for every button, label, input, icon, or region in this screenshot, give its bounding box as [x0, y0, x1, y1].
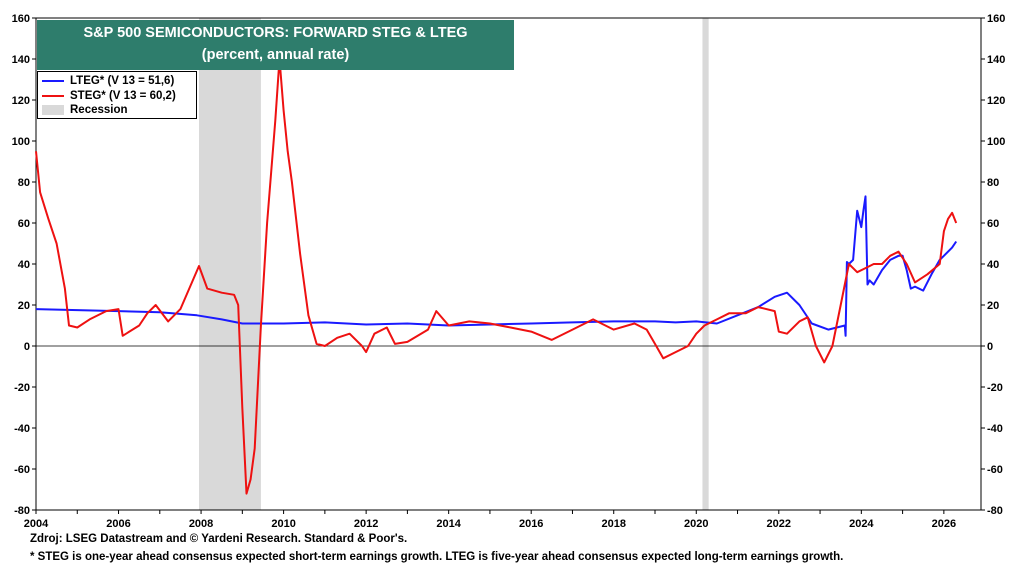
- recession-bands: [199, 18, 709, 510]
- x-tick-label: 2018: [601, 518, 625, 530]
- legend-swatch-steg: [42, 95, 64, 97]
- y-tick-label-right: 0: [987, 341, 993, 353]
- legend-label-recession: Recession: [70, 104, 128, 116]
- legend-item-steg: STEG* (V 13 = 60,2): [42, 89, 176, 103]
- footnote: * STEG is one-year ahead consensus expec…: [30, 551, 844, 563]
- legend-item-lteg: LTEG* (V 13 = 51,6): [42, 74, 174, 88]
- y-tick-label-left: 140: [12, 54, 30, 66]
- x-tick-label: 2024: [849, 518, 874, 530]
- x-tick-label: 2010: [271, 518, 295, 530]
- y-tick-label-left: 60: [18, 218, 30, 230]
- x-axis: 2004 2006 2008 2010 2012 2014 2016 2018 2020 2022…: [24, 510, 956, 530]
- x-tick-label: 2026: [932, 518, 956, 530]
- recession-band-0: [199, 18, 261, 510]
- y-tick-label-right: 160: [987, 13, 1005, 25]
- x-tick-label: 2020: [684, 518, 708, 530]
- y-tick-label-right: -60: [987, 464, 1003, 476]
- y-tick-label-left: 160: [12, 13, 30, 25]
- y-tick-label-right: 80: [987, 177, 999, 189]
- legend-swatch-recession: [42, 105, 64, 115]
- y-tick-label-right: -40: [987, 423, 1003, 435]
- x-tick-label: 2012: [354, 518, 378, 530]
- legend-item-recession: Recession: [42, 103, 128, 117]
- y-tick-label-right: -20: [987, 382, 1003, 394]
- y-axis-left: 160 140 120 100 80 60 40 20 0 -20 -40 -60 -80: [12, 13, 36, 517]
- y-tick-label-left: 120: [12, 95, 30, 107]
- y-tick-label-left: -40: [14, 423, 30, 435]
- x-tick-label: 2004: [24, 518, 49, 530]
- y-tick-label-left: -60: [14, 464, 30, 476]
- x-tick-label: 2014: [436, 518, 461, 530]
- legend-swatch-lteg: [42, 80, 64, 82]
- y-tick-label-left: 40: [18, 259, 30, 271]
- series-line-steg: [35, 58, 958, 495]
- chart-subtitle: (percent, annual rate): [201, 47, 350, 63]
- x-tick-label: 2008: [189, 518, 213, 530]
- series-line-lteg: [35, 195, 958, 337]
- x-tick-label: 2016: [519, 518, 543, 530]
- series-layer: [35, 58, 958, 495]
- chart-title: S&P 500 SEMICONDUCTORS: FORWARD STEG & L…: [83, 25, 468, 41]
- y-tick-label-right: 20: [987, 300, 999, 312]
- x-tick-label: 2022: [767, 518, 791, 530]
- x-tick-label: 2006: [106, 518, 130, 530]
- y-tick-label-right: 120: [987, 95, 1005, 107]
- legend-label-lteg: LTEG* (V 13 = 51,6): [70, 75, 175, 87]
- y-tick-label-left: 80: [18, 177, 30, 189]
- y-tick-label-right: 40: [987, 259, 999, 271]
- legend-label-steg: STEG* (V 13 = 60,2): [70, 90, 176, 102]
- y-tick-label-right: -80: [987, 505, 1003, 517]
- y-tick-label-left: 0: [24, 341, 30, 353]
- y-tick-label-right: 140: [987, 54, 1005, 66]
- y-tick-label-right: 60: [987, 218, 999, 230]
- y-tick-label-left: 20: [18, 300, 30, 312]
- source-note: Zdroj: LSEG Datastream and © Yardeni Res…: [30, 533, 408, 545]
- y-tick-label-right: 100: [987, 136, 1005, 148]
- chart-title-box: S&P 500 SEMICONDUCTORS: FORWARD STEG & L…: [37, 20, 514, 70]
- legend: LTEG* (V 13 = 51,6) STEG* (V 13 = 60,2) …: [37, 71, 197, 119]
- y-axis-right: 160 140 120 100 80 60 40 20 0 -20 -40 -60 -80: [981, 13, 1005, 517]
- y-tick-label-left: -80: [14, 505, 30, 517]
- recession-band-1: [702, 18, 709, 510]
- y-tick-label-left: 100: [12, 136, 30, 148]
- y-tick-label-left: -20: [14, 382, 30, 394]
